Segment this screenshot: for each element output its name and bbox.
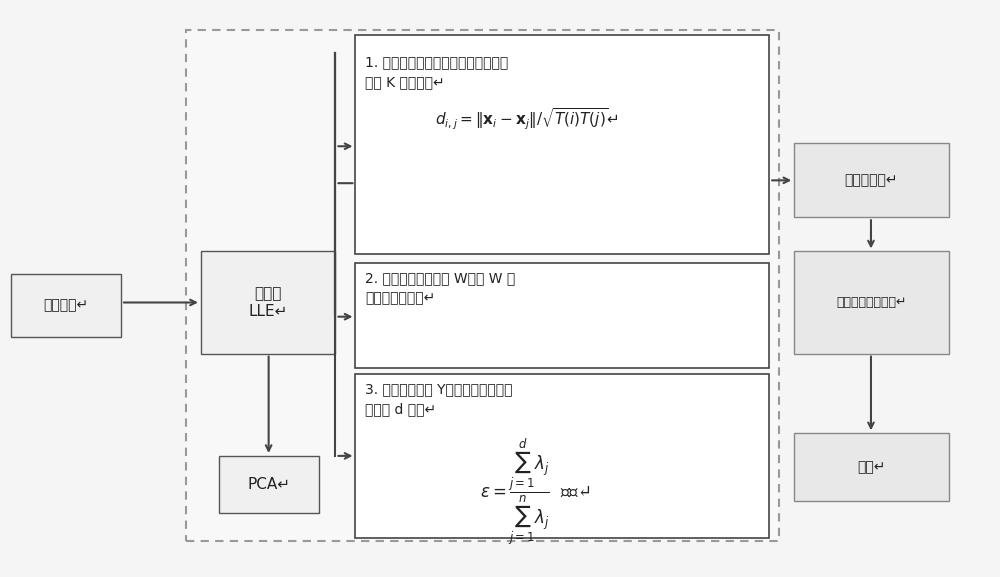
- Text: 改进的
LLE↵: 改进的 LLE↵: [248, 286, 288, 319]
- FancyBboxPatch shape: [355, 373, 769, 538]
- FancyBboxPatch shape: [11, 274, 121, 336]
- Text: 关键帧提取↵: 关键帧提取↵: [845, 173, 898, 188]
- Text: $d_{i,j} = \|\mathbf{x}_i - \mathbf{x}_j\| / \sqrt{T(i)T(j)}$↵: $d_{i,j} = \|\mathbf{x}_i - \mathbf{x}_j…: [435, 107, 619, 132]
- FancyBboxPatch shape: [201, 252, 335, 354]
- Text: 有维数 d 由：↵: 有维数 d 由：↵: [365, 402, 436, 416]
- FancyBboxPatch shape: [794, 433, 949, 501]
- Text: 1. 采用新的距离度量公式去计算样本: 1. 采用新的距离度量公式去计算样本: [365, 55, 509, 69]
- Text: 最终的关键帧集合↵: 最终的关键帧集合↵: [836, 296, 907, 309]
- Text: 2. 构建重建权值矩阵 W，将 W 初: 2. 构建重建权值矩阵 W，将 W 初: [365, 271, 516, 285]
- FancyBboxPatch shape: [219, 456, 319, 513]
- FancyBboxPatch shape: [186, 30, 779, 541]
- Text: 3. 计算低维嵌入 Y（固有维数）。固: 3. 计算低维嵌入 Y（固有维数）。固: [365, 382, 513, 396]
- Text: 原始数据↵: 原始数据↵: [44, 298, 89, 312]
- FancyBboxPatch shape: [355, 263, 769, 368]
- FancyBboxPatch shape: [794, 252, 949, 354]
- FancyBboxPatch shape: [794, 144, 949, 218]
- FancyBboxPatch shape: [355, 35, 769, 254]
- Text: 结束↵: 结束↵: [857, 460, 886, 474]
- Text: 始化为单位矩阵↵: 始化为单位矩阵↵: [365, 291, 436, 305]
- Text: PCA↵: PCA↵: [247, 477, 290, 492]
- Text: 点的 K 个近邻：↵: 点的 K 个近邻：↵: [365, 75, 445, 89]
- Text: $\varepsilon = \dfrac{\sum_{j=1}^{d}\lambda_j}{\sum_{j=1}^{n}\lambda_j}$  确定↵: $\varepsilon = \dfrac{\sum_{j=1}^{d}\lam…: [480, 436, 590, 546]
